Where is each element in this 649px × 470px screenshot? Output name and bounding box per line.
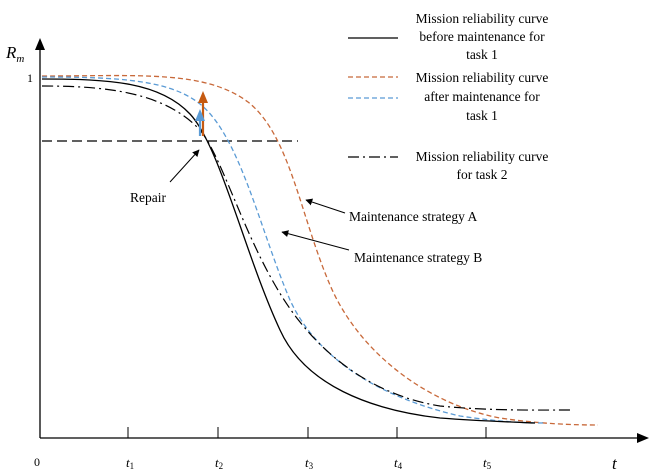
x-tick-label-5: t5: [483, 455, 492, 470]
x-axis-arrowhead: [637, 433, 649, 443]
strategy-b-label: Maintenance strategy B: [354, 250, 482, 265]
legend-before-line-3: task 1: [466, 47, 498, 62]
strategy-a-pointer: [305, 198, 346, 214]
legend-task2-line-2: for task 2: [457, 167, 508, 182]
curve-after-maintenance-strategy-a: [41, 74, 599, 426]
x-tick-label-1: t1: [126, 455, 134, 470]
axes: Rm 1 0 t t1 t2 t3 t4 t5: [5, 38, 649, 470]
legend-before-line-1: Mission reliability curve: [416, 11, 549, 26]
x-tick-label-4: t4: [394, 455, 403, 470]
x-tick-label-3: t3: [305, 455, 314, 470]
curves: [41, 74, 599, 426]
repair-arrow-strategy-a-head: [198, 91, 208, 103]
annotations: Repair Maintenance strategy A Maintenanc…: [130, 149, 482, 265]
y-axis-arrowhead: [35, 38, 45, 50]
curve-after-maintenance-strategy-b: [41, 76, 546, 424]
strategy-b-pointer: [281, 230, 350, 251]
curve-task-2: [41, 85, 573, 411]
x-origin-label: 0: [34, 455, 40, 469]
y-axis-title: Rm: [5, 43, 24, 65]
repair-arrows: [195, 91, 208, 136]
legend-after-line-1: Mission reliability curve: [416, 70, 549, 85]
x-axis-title: t: [612, 454, 618, 470]
legend: Mission reliability curve before mainten…: [348, 11, 548, 182]
y-tick-label-one: 1: [27, 71, 33, 85]
repair-arrow-strategy-b-head: [195, 109, 205, 121]
legend-after-line-2: after maintenance for: [424, 89, 540, 104]
curve-before-maintenance: [41, 78, 536, 424]
legend-task2-line-1: Mission reliability curve: [416, 149, 549, 164]
legend-before-line-2: before maintenance for: [419, 29, 545, 44]
x-tick-label-2: t2: [215, 455, 223, 470]
legend-after-line-3: task 1: [466, 108, 498, 123]
strategy-a-label: Maintenance strategy A: [349, 209, 477, 224]
repair-label: Repair: [130, 190, 166, 205]
repair-pointer: [169, 149, 200, 183]
